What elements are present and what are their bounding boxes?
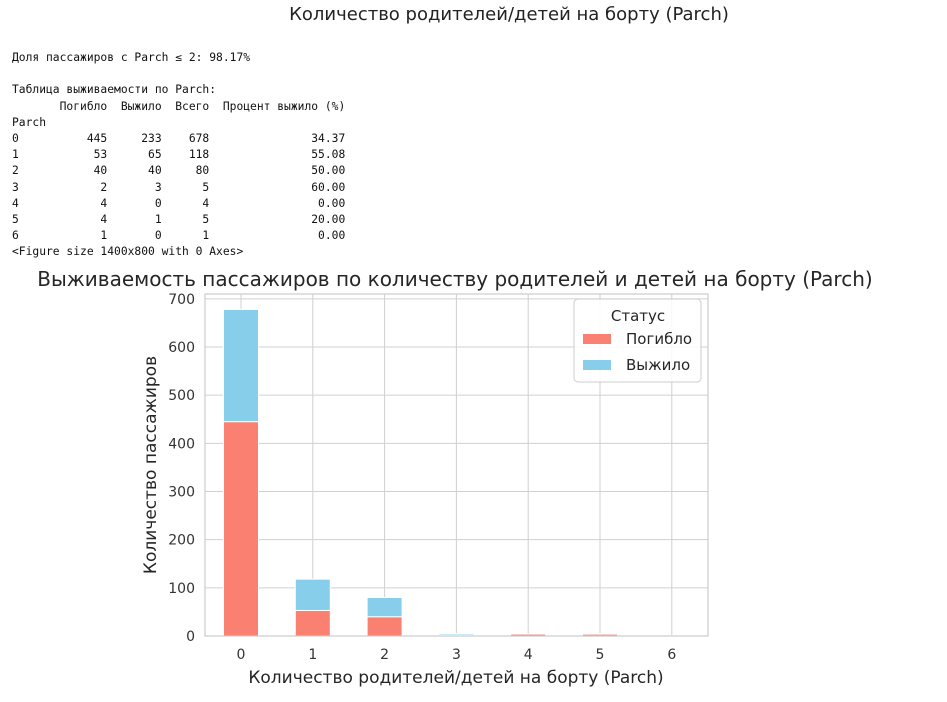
console-output: Доля пассажиров с Parch ≤ 2: 98.17% Табли… xyxy=(12,50,345,260)
x-tick-label: 3 xyxy=(452,647,461,663)
bar-died-0 xyxy=(223,421,259,637)
output-line: 3 2 3 5 60.00 xyxy=(12,180,346,194)
output-line: 5 4 1 5 20.00 xyxy=(12,212,346,226)
bars xyxy=(223,308,690,637)
y-tick-label: 100 xyxy=(168,581,195,597)
y-tick-label: 200 xyxy=(168,533,195,549)
plot-area-border xyxy=(204,293,709,637)
y-tick-label: 400 xyxy=(168,436,195,452)
legend: Статус Погибло Выжило xyxy=(573,298,702,383)
x-tick-label: 0 xyxy=(237,647,246,663)
bar-died-2 xyxy=(366,616,403,637)
y-tick-label: 300 xyxy=(168,484,195,500)
output-line xyxy=(12,66,345,82)
legend-swatch-died xyxy=(583,334,611,344)
bar-survived-2 xyxy=(366,596,403,618)
x-axis-label: Количество родителей/детей на борту (Par… xyxy=(248,668,663,688)
output-line: Parch xyxy=(12,115,47,129)
x-tick-label: 5 xyxy=(596,647,605,663)
y-axis-ticks: 0 100 200 300 400 500 600 700 xyxy=(168,292,195,645)
output-line: 4 4 0 4 0.00 xyxy=(12,196,346,210)
bar-died-1 xyxy=(294,609,331,637)
legend-label-survived: Выжило xyxy=(626,356,690,374)
bar-survived-1 xyxy=(294,578,331,611)
output-line: Таблица выживаемости по Parch: xyxy=(12,83,217,97)
legend-swatch-survived xyxy=(583,360,611,370)
output-line: 6 1 0 1 0.00 xyxy=(12,229,346,243)
y-tick-label: 700 xyxy=(168,292,195,308)
legend-title: Статус xyxy=(611,307,665,325)
bar-survived-3 xyxy=(438,633,475,636)
output-line: 1 53 65 118 55.08 xyxy=(12,148,346,162)
output-line: 2 40 40 80 50.00 xyxy=(12,164,346,178)
chart-title: Выживаемость пассажиров по количеству ро… xyxy=(37,267,872,291)
x-tick-label: 6 xyxy=(667,647,676,663)
output-line: Доля пассажиров с Parch ≤ 2: 98.17% xyxy=(12,51,251,64)
output-line: 0 445 233 678 34.37 xyxy=(12,131,346,145)
x-tick-label: 1 xyxy=(308,647,317,663)
x-tick-label: 4 xyxy=(524,647,533,663)
bar-survived-0 xyxy=(223,308,259,423)
x-tick-label: 2 xyxy=(380,647,389,663)
x-axis-ticks: 0 1 2 3 4 5 6 xyxy=(237,647,677,663)
y-axis-label: Количество пассажиров xyxy=(141,356,161,574)
y-tick-label: 600 xyxy=(168,340,195,356)
grid xyxy=(205,294,708,637)
y-tick-label: 500 xyxy=(168,388,195,404)
output-line: Погибло Выжило Всего Процент выжило (%) xyxy=(12,99,346,113)
stacked-bar-chart: Выживаемость пассажиров по количеству ро… xyxy=(37,267,872,688)
output-line: <Figure size 1400x800 with 0 Axes> xyxy=(12,245,244,259)
page-heading: Количество родителей/детей на борту (Par… xyxy=(289,4,729,25)
y-tick-label: 0 xyxy=(186,629,195,645)
legend-label-died: Погибло xyxy=(626,330,692,348)
